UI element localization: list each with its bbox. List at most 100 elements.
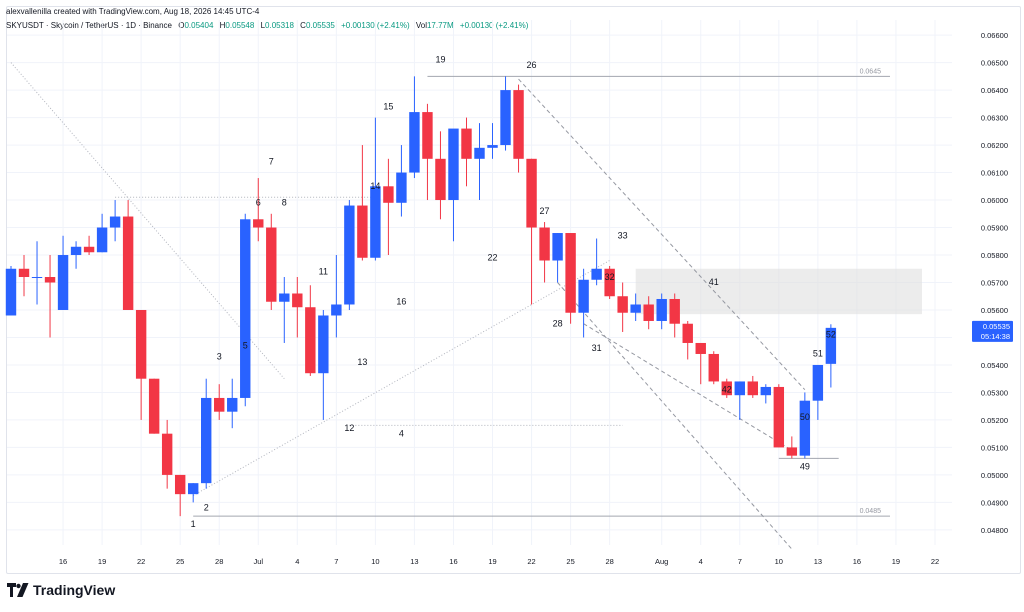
candle-body (227, 397, 238, 412)
candle-body (18, 268, 30, 278)
x-tick-label: 19 (98, 557, 106, 566)
wave-label: 42 (722, 384, 732, 394)
close-label: C (300, 21, 306, 30)
y-tick-label: 0.05000 (981, 471, 1008, 480)
vol-change-value: +0.00130 (+2.41%) (459, 21, 529, 30)
wave-label: 15 (383, 101, 393, 111)
wave-label: 13 (357, 357, 367, 367)
tradingview-logo-icon (7, 583, 29, 597)
high-label: H (219, 21, 226, 30)
candle-body (461, 128, 472, 159)
candle-body (682, 323, 693, 343)
candle-body (604, 268, 615, 297)
candle-body (57, 255, 69, 310)
candle-body (565, 233, 576, 313)
y-tick-label: 0.06400 (981, 86, 1008, 95)
candle-body (5, 268, 17, 316)
y-tick-label: 0.06100 (981, 169, 1008, 178)
trendline (583, 323, 793, 451)
wave-label: 28 (553, 318, 563, 328)
wave-label: 7 (269, 156, 274, 166)
candle-body (773, 386, 785, 448)
open-value: 0.05404 (184, 21, 214, 30)
level-label: 0.0645 (860, 68, 882, 75)
candle-body (526, 158, 537, 228)
candle-body (96, 227, 108, 253)
candle-body (174, 474, 186, 495)
wave-label: 5 (243, 340, 248, 350)
candle-body (448, 128, 459, 201)
candle-body (148, 378, 160, 434)
wave-label: 51 (813, 349, 823, 359)
candle-body (435, 158, 446, 201)
x-tick-label: 10 (371, 557, 379, 566)
candle-body (409, 112, 420, 173)
x-tick-label: 19 (488, 557, 496, 566)
wave-label: 49 (800, 461, 810, 471)
x-tick-label: 28 (605, 557, 613, 566)
candle-body (214, 397, 225, 412)
y-tick-label: 0.05800 (981, 251, 1008, 260)
candle-body (318, 315, 329, 374)
wave-label: 31 (592, 343, 602, 353)
chart-credit: alexvallenilla created with TradingView.… (6, 7, 260, 16)
candle-body (44, 277, 56, 283)
wave-label: 2 (204, 503, 209, 513)
wave-label: 1 (191, 519, 196, 529)
y-tick-label: 0.05100 (981, 443, 1008, 452)
y-tick-label: 0.04800 (981, 526, 1008, 535)
trendline (518, 78, 806, 391)
x-tick-label: 13 (410, 557, 418, 566)
candle-body (669, 298, 680, 324)
candle-body (591, 268, 602, 280)
brand-name: TradingView (33, 582, 116, 598)
y-tick-label: 0.06000 (981, 196, 1008, 205)
candle-body (734, 381, 745, 396)
candle-body (83, 246, 95, 253)
wave-label: 19 (435, 55, 445, 65)
low-value: 0.05318 (265, 21, 294, 30)
y-tick-label: 0.05400 (981, 361, 1008, 370)
candle-body (31, 277, 43, 279)
candle-body (135, 309, 147, 379)
x-tick-label: 7 (334, 557, 338, 566)
x-tick-label: 16 (59, 557, 67, 566)
x-tick-label: 7 (738, 557, 742, 566)
x-tick-label: 28 (215, 557, 223, 566)
candle-body (721, 381, 732, 396)
x-tick-label: 4 (699, 557, 703, 566)
low-label: L (260, 21, 266, 30)
wave-label: 14 (370, 181, 380, 191)
x-tick-label: 25 (566, 557, 574, 566)
y-tick-label: 0.05900 (981, 224, 1008, 233)
x-tick-label: 19 (892, 557, 900, 566)
wave-label: 27 (540, 206, 550, 216)
candle-body (708, 353, 719, 382)
y-tick-label: 0.06200 (981, 141, 1008, 150)
symbol-title[interactable]: SKYUSDT · Skycoin / TetherUS · 1D · Bina… (6, 21, 172, 30)
wave-label: 26 (527, 60, 537, 70)
candle-body (578, 279, 589, 313)
y-tick-label: 0.06300 (981, 114, 1008, 123)
candle-body (109, 216, 121, 228)
candle-body (513, 90, 524, 159)
high-value: 0.05548 (225, 21, 255, 30)
candle-body (695, 342, 706, 354)
wave-label: 22 (488, 253, 498, 263)
last-price-value: 0.05535 (983, 322, 1010, 331)
candle-body (617, 296, 628, 313)
candle-body (344, 205, 355, 305)
wave-label: 6 (256, 198, 261, 208)
candle-body (253, 219, 264, 228)
level-label: 0.0485 (860, 508, 882, 515)
supply-zone (635, 268, 922, 315)
x-tick-label: 16 (853, 557, 861, 566)
x-tick-label: 22 (527, 557, 535, 566)
wave-label: 32 (605, 272, 615, 282)
candle-body (161, 433, 173, 475)
candle-body (383, 186, 394, 203)
vol-label: Vol (415, 21, 427, 30)
last-price-badge (972, 320, 1013, 342)
close-value: 0.05535 (305, 21, 335, 30)
